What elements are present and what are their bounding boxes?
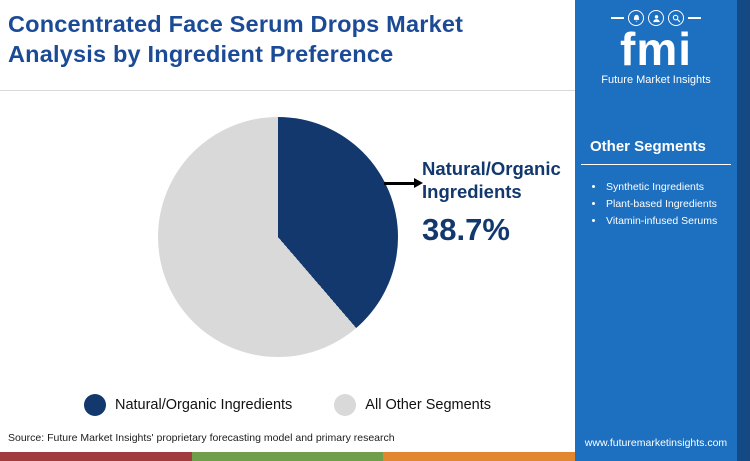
sidebar: fmi Future Market Insights Other Segment… [575, 0, 750, 461]
legend: Natural/Organic Ingredients All Other Se… [0, 394, 575, 416]
annotation-value: 38.7% [422, 212, 510, 248]
segment-item: Plant-based Ingredients [605, 196, 737, 213]
brand-name: Future Market Insights [601, 74, 711, 86]
header: Concentrated Face Serum Drops Market Ana… [0, 0, 575, 91]
legend-item: Natural/Organic Ingredients [83, 394, 293, 416]
strip-segment-red [0, 452, 192, 461]
main-area: Concentrated Face Serum Drops Market Ana… [0, 0, 576, 461]
legend-label: Natural/Organic Ingredients [114, 397, 293, 413]
pie-annotation: Natural/Organic Ingredients 38.7% [422, 158, 570, 248]
fmi-logo: fmi Future Market Insights [575, 0, 737, 86]
segment-item: Vitamin-infused Serums [605, 213, 737, 230]
page-title: Concentrated Face Serum Drops Market Ana… [8, 11, 464, 68]
pie-chart [158, 117, 398, 357]
other-segments-heading: Other Segments [590, 138, 706, 155]
callout-arrow-icon [384, 178, 423, 187]
bottom-color-strip [0, 452, 576, 461]
strip-segment-green [191, 452, 384, 461]
legend-label: All Other Segments [365, 397, 492, 413]
logo-rule-right [688, 17, 701, 19]
logo-rule-left [611, 17, 624, 19]
other-segments-list: Synthetic Ingredients Plant-based Ingred… [605, 179, 737, 229]
source-note: Source: Future Market Insights' propriet… [8, 432, 395, 444]
legend-swatch-other [334, 394, 357, 416]
search-icon [668, 10, 684, 26]
person-icon [648, 10, 664, 26]
legend-swatch-natural [83, 394, 106, 416]
legend-item: All Other Segments [334, 394, 491, 416]
strip-segment-orange [383, 452, 576, 461]
logo-wordmark: fmi [620, 23, 692, 75]
heading-underline [581, 164, 731, 165]
annotation-label: Natural/Organic Ingredients [422, 158, 561, 202]
sidebar-edge-band [737, 0, 750, 461]
bell-icon [628, 10, 644, 26]
logo-icons [575, 10, 737, 26]
website-link[interactable]: www.futuremarketinsights.com [584, 437, 728, 449]
segment-item: Synthetic Ingredients [605, 179, 737, 196]
